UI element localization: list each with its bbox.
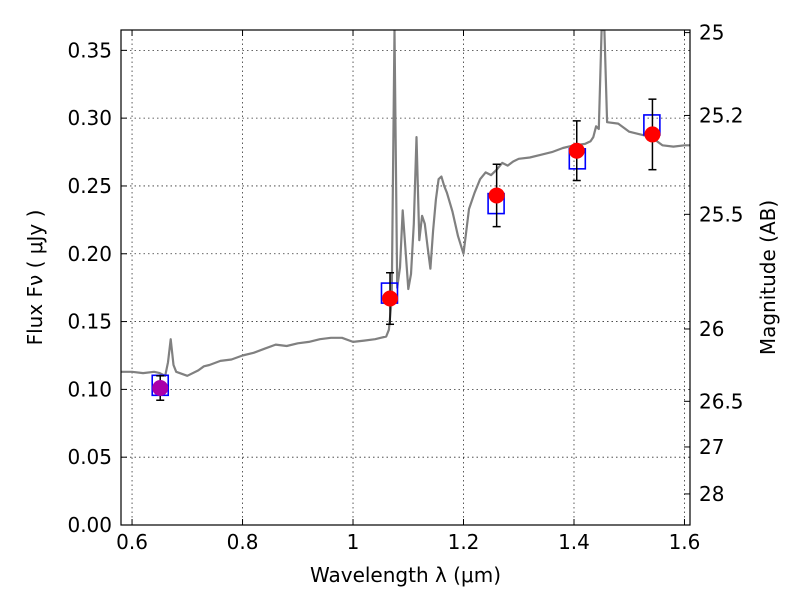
- data-point: [488, 187, 505, 204]
- right-tick-label: 25.2: [699, 103, 744, 127]
- observed-series: [152, 98, 661, 401]
- plot-frame: [120, 29, 691, 526]
- right-tick-label: 25.5: [699, 202, 744, 226]
- right-tick-labels: 25 25.2 25.5 26 26.5 27 28: [699, 21, 744, 506]
- y-tick-label: 0.05: [67, 445, 112, 469]
- grid: [121, 30, 690, 525]
- right-axis-label: Magnitude (AB): [756, 200, 780, 355]
- data-point: [152, 380, 169, 397]
- right-tick-label: 26.5: [699, 389, 744, 413]
- axis-ticks: [121, 30, 690, 526]
- data-point: [382, 290, 399, 307]
- spectrum-line: [121, 30, 690, 377]
- spectrum-series: [121, 30, 690, 377]
- x-axis-label: Wavelength λ (μm): [310, 563, 501, 587]
- y-tick-label: 0.10: [67, 377, 112, 401]
- data-point: [644, 126, 661, 143]
- x-tick-label: 0.6: [116, 530, 148, 554]
- x-tick-label: 1.4: [558, 530, 590, 554]
- right-tick-label: 26: [699, 317, 724, 341]
- x-tick-label: 1.6: [669, 530, 701, 554]
- data-point: [568, 142, 585, 159]
- right-tick-label: 25: [699, 21, 724, 45]
- right-tick-label: 27: [699, 435, 724, 459]
- y-tick-label: 0.30: [67, 106, 112, 130]
- x-tick-label: 1: [347, 530, 360, 554]
- x-tick-label: 1.2: [448, 530, 480, 554]
- y-axis-label: Flux Fν ( μJy ): [23, 210, 47, 346]
- y-tick-label: 0.00: [67, 513, 112, 537]
- y-tick-label: 0.15: [67, 310, 112, 334]
- right-tick-label: 28: [699, 482, 724, 506]
- y-tick-label: 0.35: [67, 38, 112, 62]
- x-tick-label: 0.8: [227, 530, 259, 554]
- y-tick-label: 0.25: [67, 174, 112, 198]
- y-tick-label: 0.20: [67, 242, 112, 266]
- x-tick-labels: 0.6 0.8 1 1.2 1.4 1.6: [116, 530, 700, 554]
- y-tick-labels: 0.00 0.05 0.10 0.15 0.20 0.25 0.30 0.35: [67, 38, 112, 537]
